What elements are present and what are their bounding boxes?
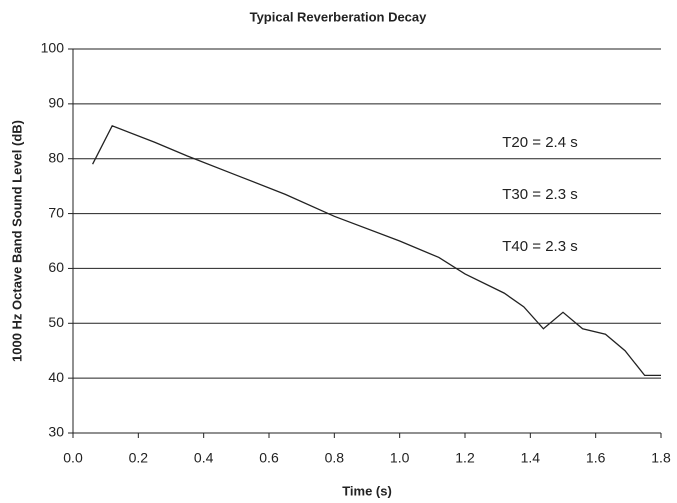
x-tick-label: 1.2	[455, 450, 475, 466]
annotation: T20 = 2.4 s	[502, 134, 577, 151]
y-tick-label: 100	[41, 40, 65, 56]
x-tick-label: 0.8	[325, 450, 345, 466]
y-tick-label: 40	[48, 369, 64, 385]
chart-title: Typical Reverberation Decay	[250, 9, 428, 24]
x-tick-label: 0.6	[259, 450, 279, 466]
annotation: T30 = 2.3 s	[502, 186, 577, 203]
x-tick-label: 0.0	[63, 450, 83, 466]
y-tick-label: 50	[48, 314, 64, 330]
y-tick-label: 90	[48, 95, 64, 111]
data-line	[92, 124, 661, 377]
y-tick-label: 30	[48, 424, 64, 440]
y-tick-label: 70	[48, 204, 64, 220]
x-tick-label: 0.2	[129, 450, 149, 466]
x-axis-label: Time (s)	[342, 483, 392, 498]
x-tick-label: 0.4	[194, 450, 214, 466]
y-tick-label: 60	[48, 259, 64, 275]
y-tick-label: 80	[48, 149, 64, 165]
x-tick-label: 1.6	[586, 450, 606, 466]
x-tick-label: 1.8	[651, 450, 671, 466]
annotation: T40 = 2.3 s	[502, 238, 577, 255]
x-tick-label: 1.0	[390, 450, 410, 466]
x-tick-label: 1.4	[521, 450, 541, 466]
y-axis-label: 1000 Hz Octave Band Sound Level (dB)	[9, 120, 24, 362]
